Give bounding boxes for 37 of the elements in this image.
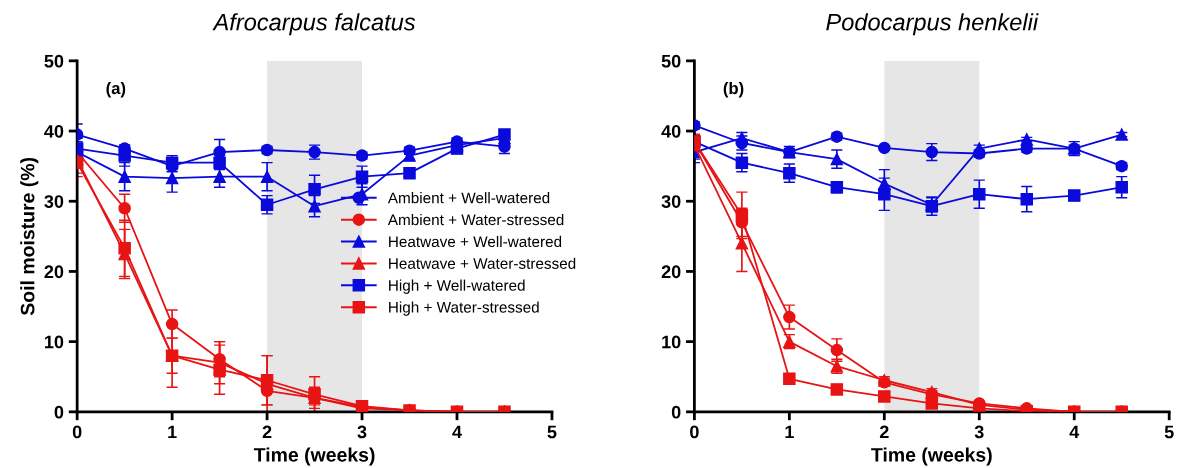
x-tick-label: 3	[357, 425, 367, 439]
legend-label: Heatwave + Water-stressed	[389, 257, 576, 269]
x-tick-label: 0	[72, 425, 82, 439]
y-tick-label: 10	[45, 335, 64, 349]
chart-title: Podocarpus henkelii	[826, 13, 1039, 36]
y-tick-label: 30	[44, 195, 64, 208]
legend-label: Ambient + Well-watered	[387, 192, 550, 204]
chart-title: Afrocarpus falcatus	[212, 13, 416, 36]
y-tick-label: 50	[661, 54, 681, 68]
x-tick-label: 1	[168, 425, 177, 439]
x-tick-label: 2	[879, 425, 889, 439]
y-tick-label: 40	[44, 124, 64, 138]
x-tick-label: 2	[262, 425, 272, 439]
legend-label: High + Well-watered	[389, 279, 525, 294]
y-tick-label: 30	[661, 195, 681, 208]
annotation: (a)	[106, 81, 126, 98]
y-tick-label: 10	[662, 335, 681, 349]
x-tick-label: 1	[785, 425, 794, 439]
y-tick-label: 0	[54, 405, 64, 419]
y-tick-label: 20	[44, 265, 64, 279]
legend-label: High + Water-stressed	[389, 301, 539, 316]
legend-label: Ambient + Water-stressed	[387, 213, 564, 226]
legend-label: Heatwave + Well-watered	[389, 235, 562, 248]
annotation: (b)	[723, 81, 744, 98]
y-tick-label: 50	[44, 54, 64, 68]
y-tick-label: 0	[671, 405, 681, 419]
x-axis-title: Time (weeks)	[871, 447, 992, 466]
x-tick-label: 4	[1069, 425, 1080, 439]
x-axis-title: Time (weeks)	[253, 447, 375, 466]
x-tick-label: 0	[690, 425, 699, 439]
x-tick-label: 3	[974, 425, 984, 439]
x-tick-label: 5	[1164, 425, 1174, 439]
y-tick-label: 40	[661, 124, 681, 138]
x-tick-label: 4	[452, 425, 462, 439]
x-tick-label: 5	[547, 425, 557, 439]
y-tick-label: 20	[661, 265, 681, 279]
y-axis-title: Soil moisture (%)	[20, 157, 39, 316]
